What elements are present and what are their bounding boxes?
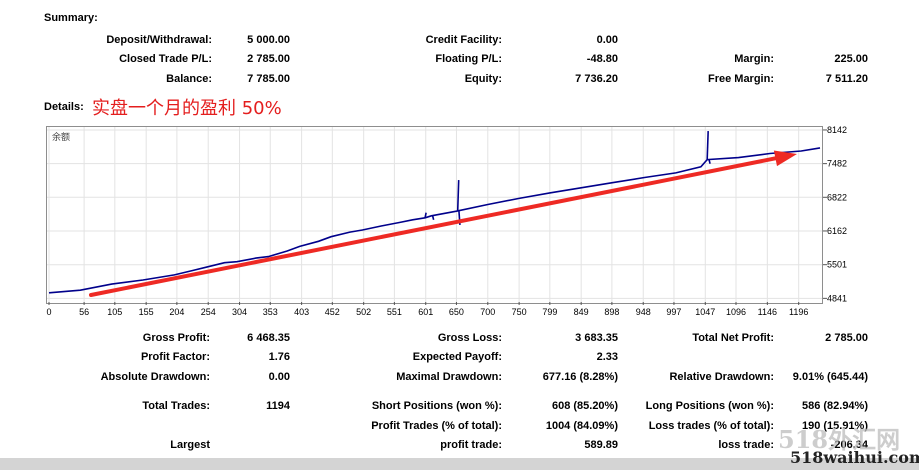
trend-arrow-shaft: [89, 156, 778, 297]
x-tick-label-17: 849: [574, 307, 589, 317]
x-tick-label-7: 353: [263, 307, 278, 317]
largest-loss-value: -206.34: [830, 439, 868, 451]
total-trades-label: Total Trades:: [142, 400, 210, 412]
floating-pl-label: Floating P/L:: [435, 53, 502, 65]
balance-spike-4: [706, 131, 709, 160]
free-margin-value: 7 511.20: [825, 73, 868, 85]
y-tick-label-2: 6822: [827, 192, 847, 202]
profit-trades-label: Profit Trades (% of total):: [371, 420, 502, 432]
x-tick-label-16: 799: [542, 307, 557, 317]
x-tick-label-12: 601: [418, 307, 433, 317]
watermark-logo: 518外汇网: [778, 425, 901, 454]
gross-profit-label: Gross Profit:: [142, 332, 210, 344]
trend-arrow-head: [773, 150, 797, 167]
free-margin-label: Free Margin:: [707, 73, 774, 85]
balance-chart: 余额: [46, 126, 823, 304]
total-trades-value: 1194: [266, 400, 290, 412]
summary-title: Summary:: [44, 12, 98, 24]
credit-value: 0.00: [596, 34, 618, 46]
x-tick-label-10: 502: [356, 307, 371, 317]
absolute-drawdown-label: Absolute Drawdown:: [100, 371, 210, 383]
credit-label: Credit Facility:: [425, 34, 502, 46]
profit-annotation: 实盘一个月的盈利 50%: [92, 98, 282, 119]
balance-label: Balance:: [166, 73, 212, 85]
y-tick-label-0: 8142: [827, 125, 847, 135]
x-tick-label-2: 105: [107, 307, 122, 317]
relative-drawdown-value: 9.01% (645.44): [792, 371, 868, 383]
largest-profit-value: 589.89: [584, 439, 618, 451]
short-positions-label: Short Positions (won %):: [371, 400, 502, 412]
closed-pl-value: 2 785.00: [247, 53, 290, 65]
largest-profit-label: profit trade:: [440, 439, 502, 451]
long-positions-value: 586 (82.94%): [801, 400, 868, 412]
total-net-profit-value: 2 785.00: [825, 332, 868, 344]
x-tick-label-24: 1196: [789, 307, 808, 317]
profit-factor-value: 1.76: [268, 351, 290, 363]
x-tick-label-23: 1146: [758, 307, 777, 317]
relative-drawdown-label: Relative Drawdown:: [669, 371, 774, 383]
gross-loss-label: Gross Loss:: [437, 332, 502, 344]
x-tick-label-14: 700: [480, 307, 495, 317]
balance-spike-0: [424, 212, 427, 218]
x-tick-label-19: 948: [636, 307, 651, 317]
x-tick-label-8: 403: [294, 307, 309, 317]
expected-payoff-value: 2.33: [596, 351, 618, 363]
x-tick-label-22: 1096: [726, 307, 746, 317]
y-tick-label-1: 7482: [827, 159, 847, 169]
closed-pl-label: Closed Trade P/L:: [119, 53, 212, 65]
maximal-drawdown-value: 677.16 (8.28%): [542, 371, 618, 383]
watermark-url: 518waihui.com: [790, 448, 919, 467]
y-tick-label-4: 5501: [827, 260, 847, 270]
x-tick-label-9: 452: [325, 307, 340, 317]
x-tick-label-5: 254: [201, 307, 216, 317]
x-tick-label-13: 650: [449, 307, 464, 317]
profit-factor-label: Profit Factor:: [140, 351, 210, 363]
gross-loss-value: 3 683.35: [575, 332, 618, 344]
y-tick-label-5: 4841: [827, 293, 847, 303]
x-tick-label-15: 750: [512, 307, 527, 317]
margin-value: 225.00: [834, 53, 868, 65]
maximal-drawdown-label: Maximal Drawdown:: [396, 371, 502, 383]
deposit-label: Deposit/Withdrawal:: [106, 34, 212, 46]
margin-label: Margin:: [734, 53, 774, 65]
largest-loss-label: loss trade:: [718, 439, 774, 451]
y-axis: 8142 7482 6822 6162 5501 4841: [823, 125, 847, 303]
x-tick-label-4: 204: [169, 307, 184, 317]
y-tick-label-3: 6162: [827, 226, 847, 236]
equity-label: Equity:: [464, 73, 502, 85]
largest-label: Largest: [170, 439, 210, 451]
details-title: Details:: [44, 101, 84, 113]
x-tick-label-0: 0: [46, 307, 51, 317]
short-positions-value: 608 (85.20%): [551, 400, 618, 412]
expected-payoff-label: Expected Payoff:: [412, 351, 502, 363]
x-tick-label-1: 56: [79, 307, 89, 317]
x-tick-label-21: 1047: [695, 307, 715, 317]
absolute-drawdown-value: 0.00: [268, 371, 290, 383]
x-tick-label-6: 304: [232, 307, 247, 317]
gross-profit-value: 6 468.35: [247, 332, 290, 344]
balance-spike-2: [456, 180, 460, 212]
deposit-value: 5 000.00: [247, 34, 290, 46]
balance-series-line: [48, 147, 821, 294]
total-net-profit-label: Total Net Profit:: [692, 332, 774, 344]
balance-chart-svg: [47, 127, 822, 303]
chart-legend: 余额: [52, 133, 71, 143]
floating-pl-value: -48.80: [586, 53, 618, 65]
bottom-scrollbar[interactable]: [0, 458, 919, 470]
profit-trades-value: 1004 (84.09%): [545, 420, 618, 432]
x-tick-label-20: 997: [666, 307, 681, 317]
balance-spike-5: [708, 159, 711, 164]
loss-trades-label: Loss trades (% of total):: [648, 420, 774, 432]
x-tick-label-3: 155: [139, 307, 154, 317]
equity-value: 7 736.20: [575, 73, 618, 85]
balance-spike-1: [431, 215, 435, 221]
balance-value: 7 785.00: [247, 73, 290, 85]
x-tick-label-18: 898: [604, 307, 619, 317]
x-axis: 0 56 105 155 204 254 304 353 403 452 502 551 601 650 7…: [46, 302, 808, 317]
long-positions-label: Long Positions (won %):: [645, 400, 774, 412]
x-tick-label-11: 551: [387, 307, 402, 317]
loss-trades-value: 190 (15.91%): [801, 420, 868, 432]
